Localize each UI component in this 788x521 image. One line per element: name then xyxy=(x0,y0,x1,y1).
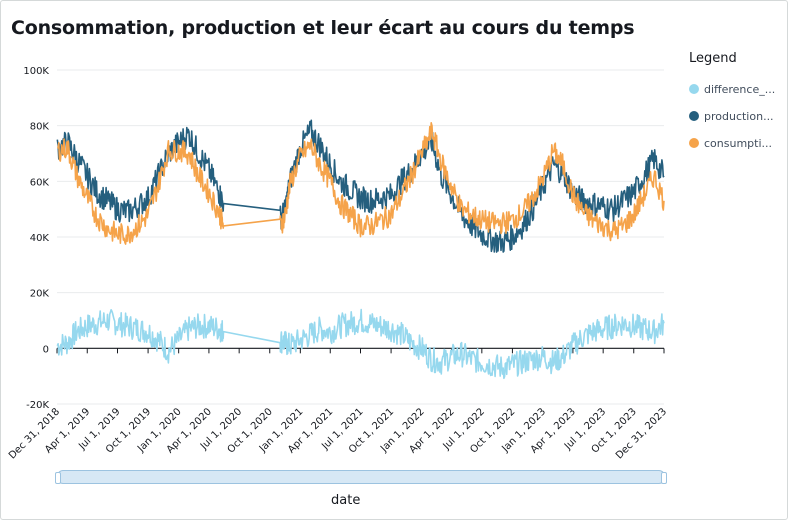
legend-item-consumption[interactable]: consumpti... xyxy=(689,134,785,152)
legend-label: consumpti... xyxy=(704,136,773,150)
chart-title: Consommation, production et leur écart a… xyxy=(11,17,635,39)
chart-legend: Legend difference_... production... cons… xyxy=(689,51,785,161)
y-tick-label: 20K xyxy=(30,289,50,300)
legend-swatch xyxy=(689,111,699,121)
series-line-production[interactable] xyxy=(56,119,665,253)
y-tick-label: 100K xyxy=(23,66,49,77)
x-tick-label: Dec 31, 2018 xyxy=(7,406,62,461)
legend-swatch xyxy=(689,138,699,148)
y-tick-label: 40K xyxy=(30,233,50,244)
scroll-handle-left[interactable] xyxy=(55,472,61,484)
series-line-difference[interactable] xyxy=(56,308,665,380)
legend-item-production[interactable]: production... xyxy=(689,107,785,125)
legend-label: difference_... xyxy=(704,82,776,96)
legend-label: production... xyxy=(704,109,774,123)
legend-title: Legend xyxy=(689,51,737,66)
y-tick-label: -20K xyxy=(26,400,49,411)
range-scrollbar[interactable] xyxy=(55,470,667,484)
legend-swatch xyxy=(689,84,699,94)
y-tick-label: 80K xyxy=(30,122,50,133)
scroll-handle-right[interactable] xyxy=(661,472,667,484)
y-tick-label: 0 xyxy=(43,344,49,355)
legend-item-difference[interactable]: difference_... xyxy=(689,80,785,98)
y-tick-label: 60K xyxy=(30,177,50,188)
series-line-consumption[interactable] xyxy=(56,122,665,245)
x-axis-label: date xyxy=(331,493,361,508)
